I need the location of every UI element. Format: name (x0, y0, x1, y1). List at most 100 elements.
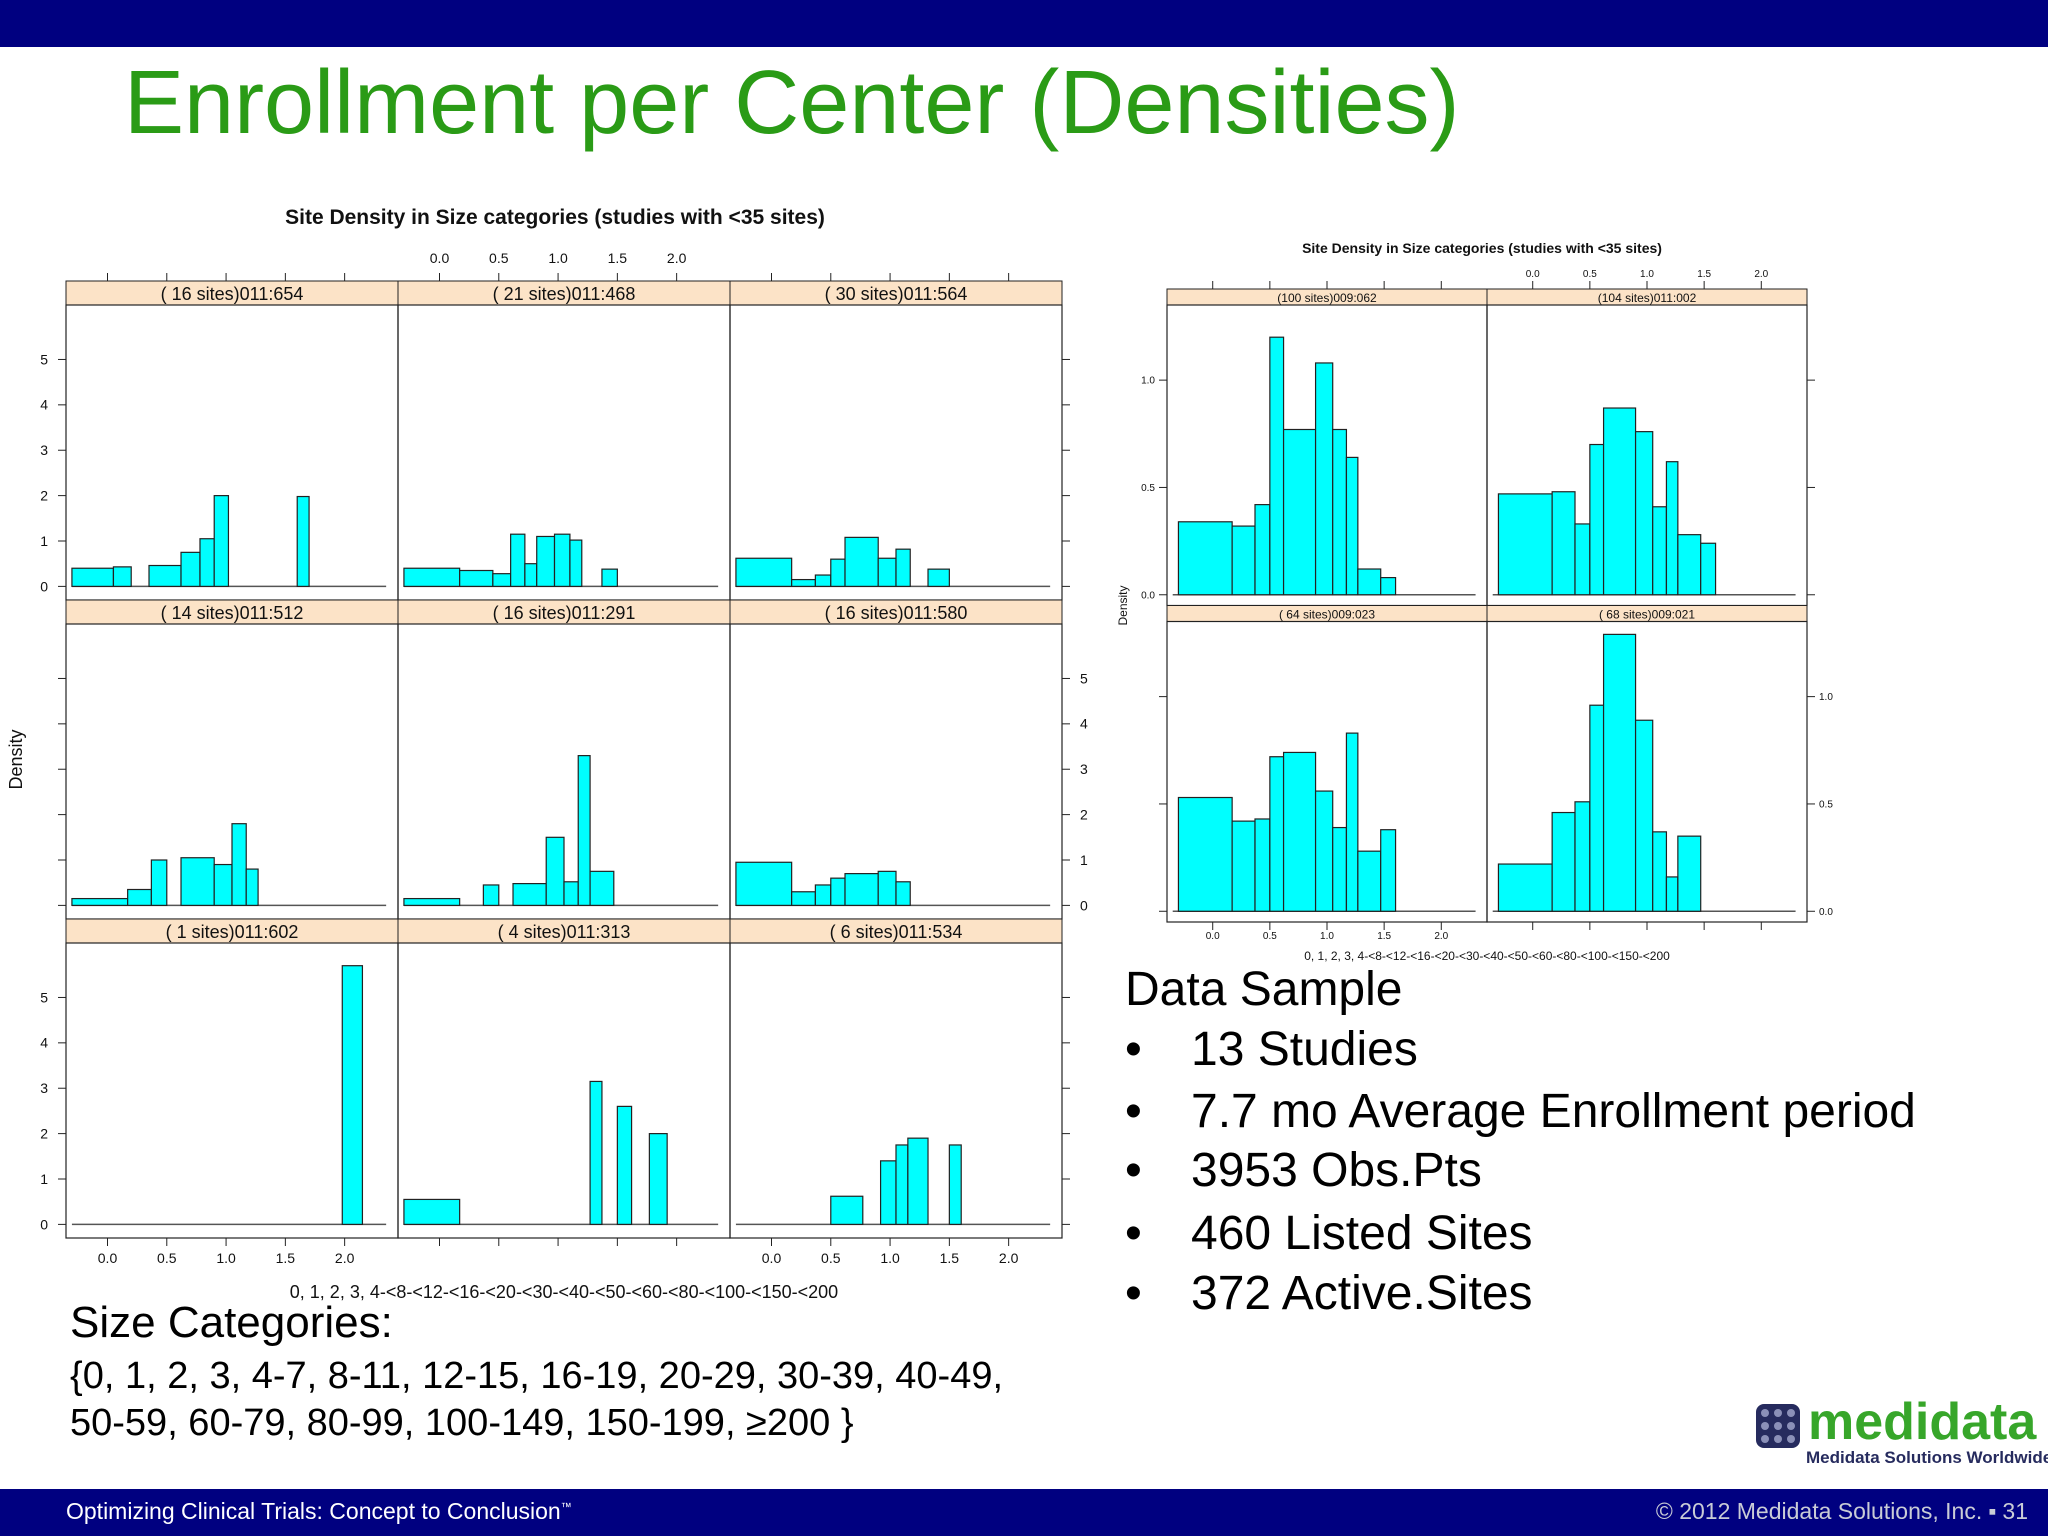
histogram-bar (735, 861, 793, 906)
histogram-bar (71, 897, 129, 906)
logo-tagline: Medidata Solutions Worldwide (1806, 1448, 2048, 1467)
panel-label: ( 14 sites)011:512 (161, 603, 304, 623)
panel-frame (65, 304, 399, 601)
histogram-bar (1602, 407, 1637, 596)
y-tick-label: 0 (40, 1216, 48, 1232)
histogram-bar (1254, 504, 1271, 596)
y-axis-label: Density (6, 729, 26, 789)
panel: ( 16 sites)011:291 (397, 599, 731, 920)
panel: (100 sites)009:062 (1166, 288, 1488, 607)
histogram-bar (180, 857, 215, 906)
footer-copyright: © 2012 Medidata Solutions, Inc. ▪ 31 (1656, 1498, 2028, 1525)
histogram-bar (830, 877, 846, 906)
y-tick-label: 0.5 (1819, 799, 1833, 810)
copyright-text: © 2012 Medidata Solutions, Inc. (1655, 1498, 1983, 1524)
y-tick-label: 3 (1080, 761, 1088, 777)
slide-title: Enrollment per Center (Densities) (124, 53, 1460, 153)
size-categories-line: 50-59, 60-79, 80-99, 100-149, 150-199, ≥… (70, 1402, 854, 1444)
panel-strip (729, 918, 1063, 944)
panel-strip (397, 918, 731, 944)
footer-title: Optimizing Clinical Trials: Concept to C… (66, 1498, 572, 1525)
y-tick-label: 2 (1080, 807, 1088, 823)
histogram-bar (1574, 801, 1591, 912)
histogram-bar (403, 897, 461, 906)
histogram-bar (895, 548, 911, 587)
histogram-bar (1602, 633, 1637, 912)
data-sample-item: • 13 Studies (1125, 1022, 1418, 1078)
histogram-bar (877, 557, 897, 587)
data-sample-text: 460 Listed Sites (1191, 1207, 1533, 1260)
x-tick-label: 1.5 (1697, 269, 1711, 280)
histogram-bar (589, 1080, 603, 1225)
panel-strip (397, 280, 731, 306)
histogram-bar (1314, 790, 1334, 912)
histogram-bar (1497, 863, 1553, 912)
histogram-bar (1231, 525, 1256, 596)
histogram-bar (1282, 428, 1317, 596)
histogram-bar (492, 573, 512, 587)
panel-frame (729, 942, 1063, 1239)
histogram-bar (948, 1144, 962, 1225)
logo-dots-icon (1756, 1404, 1800, 1448)
histogram-bar (814, 574, 832, 587)
histogram-bar (791, 891, 816, 906)
panel: ( 64 sites)009:023 (1166, 605, 1488, 923)
x-tick-label: 1.5 (1377, 931, 1391, 942)
y-tick-label: 0.5 (1141, 483, 1155, 494)
x-tick-label: 0.0 (1206, 931, 1220, 942)
x-tick-label: 2.0 (1754, 269, 1768, 280)
panel-label: (104 sites)011:002 (1598, 291, 1697, 305)
data-sample-text: 372 Active.Sites (1191, 1267, 1533, 1320)
histogram-bar (1700, 542, 1717, 596)
panel-label: ( 4 sites)011:313 (498, 922, 631, 942)
histogram-bar (127, 888, 152, 906)
histogram-bar (1282, 751, 1317, 912)
histogram-bar (1254, 818, 1271, 912)
chart-title: Site Density in Size categories (studies… (285, 206, 825, 229)
x-tick-label: 1.5 (608, 250, 628, 266)
histogram-bar (403, 1198, 461, 1225)
histogram-bar (877, 870, 897, 906)
data-sample-item: • 3953 Obs.Pts (1125, 1143, 1482, 1199)
x-tick-label: 0.0 (762, 1250, 782, 1266)
x-tick-label: 1.0 (216, 1250, 236, 1266)
chart-svg: Site Density in Size categories (studies… (6, 206, 1088, 1302)
histogram-bar (1345, 456, 1359, 596)
panel-label: ( 16 sites)011:580 (825, 603, 968, 623)
histogram-bar (459, 569, 494, 587)
histogram-bar (616, 1105, 633, 1225)
y-tick-label: 5 (40, 351, 48, 367)
y-tick-label: 1 (40, 1171, 48, 1187)
histogram-bar (1314, 362, 1334, 596)
top-bar (0, 0, 2048, 47)
panel-label: ( 6 sites)011:534 (830, 922, 963, 942)
x-tick-label: 0.5 (1583, 269, 1597, 280)
histogram-bar (569, 539, 583, 587)
data-sample-text: 3953 Obs.Pts (1191, 1144, 1482, 1197)
size-categories-label: Size Categories: (70, 1298, 393, 1347)
panel-label: ( 21 sites)011:468 (493, 284, 636, 304)
histogram-bar (545, 836, 565, 906)
histogram-bar (1665, 876, 1679, 912)
panel-frame (397, 942, 731, 1239)
histogram-bar (482, 884, 500, 906)
panel-label: ( 1 sites)011:602 (166, 922, 299, 942)
histogram-bar (512, 882, 547, 906)
x-tick-label: 2.0 (999, 1250, 1019, 1266)
histogram-bar (341, 965, 364, 1225)
page-number: 31 (2002, 1498, 2028, 1524)
x-axis-label: 0, 1, 2, 3, 4-<8-<12-<16-<20-<30-<40-<50… (290, 1282, 838, 1302)
histogram-bar (1589, 704, 1605, 912)
medidata-logo: medidata Medidata Solutions Worldwide (1756, 1393, 2048, 1470)
histogram-bar (245, 868, 259, 906)
x-tick-label: 0.5 (821, 1250, 841, 1266)
histogram-bar (895, 881, 911, 906)
histogram-bar (563, 881, 579, 906)
panel-strip (65, 918, 399, 944)
histogram-bar (199, 538, 215, 587)
histogram-bar (1652, 506, 1668, 596)
y-tick-label: 1 (40, 533, 48, 549)
histogram-bar (148, 564, 182, 587)
histogram-bar (927, 568, 950, 587)
bullet: • (1125, 1023, 1142, 1076)
